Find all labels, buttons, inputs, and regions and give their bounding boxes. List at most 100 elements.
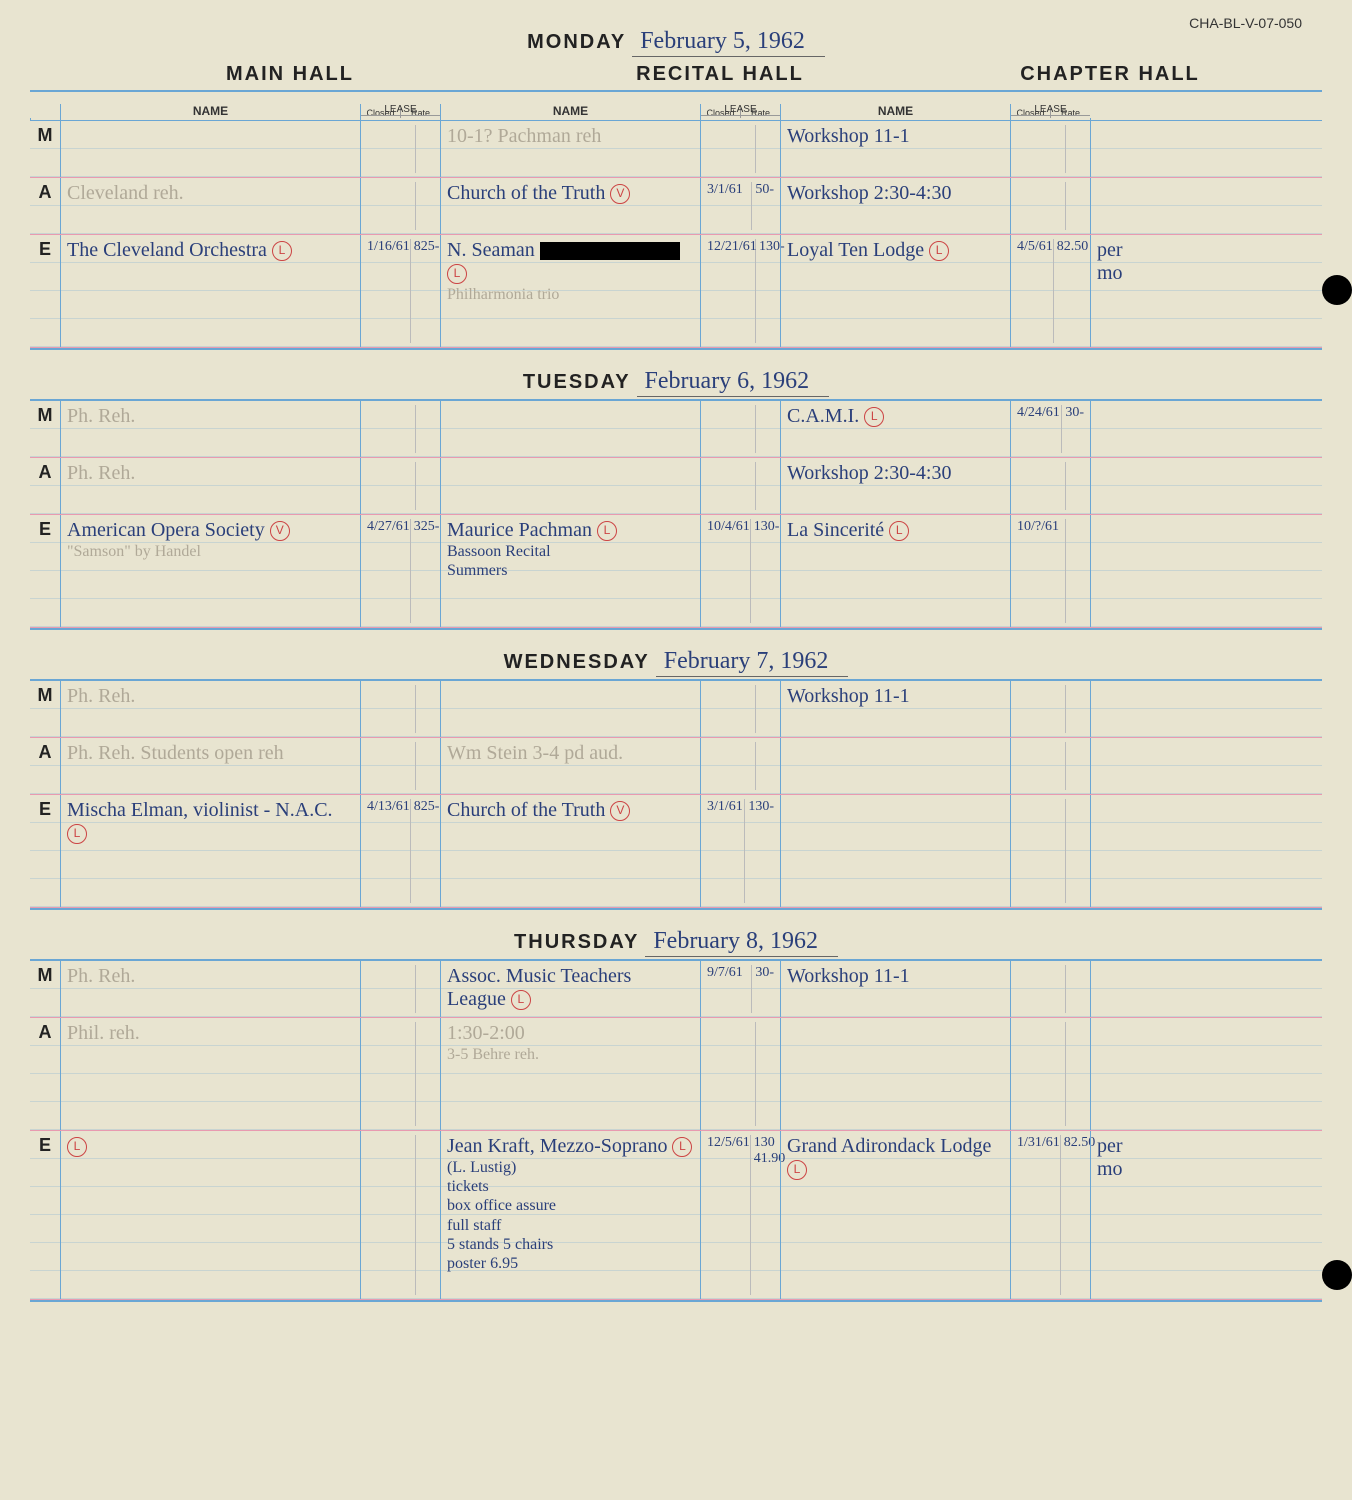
recital-lease: 10/4/61130- bbox=[700, 515, 780, 627]
day-label: THURSDAY bbox=[514, 931, 639, 953]
time-slot-label: E bbox=[30, 795, 60, 907]
mark-icon: L bbox=[511, 990, 531, 1010]
ledger-row: APhil. reh.1:30-2:003-5 Behre reh. bbox=[30, 1018, 1322, 1131]
main-hall-entry: Mischa Elman, violinist - N.A.C. L bbox=[60, 795, 360, 907]
main-lease: 4/13/61825- bbox=[360, 795, 440, 907]
days-container: MONDAYFebruary 5, 1962MAIN HALLRECITAL H… bbox=[30, 20, 1322, 1302]
main-hall-entry: Ph. Reh. bbox=[60, 401, 360, 457]
ledger-page: CHA-BL-V-07-050 MONDAYFebruary 5, 1962MA… bbox=[0, 0, 1352, 1500]
mark-icon: L bbox=[272, 241, 292, 261]
redacted-block bbox=[540, 242, 680, 260]
main-hall-entry bbox=[60, 121, 360, 177]
day-date: February 5, 1962 bbox=[632, 28, 825, 57]
mark-icon: L bbox=[929, 241, 949, 261]
recital-hall-entry: Jean Kraft, Mezzo-Soprano L(L. Lustig)ti… bbox=[440, 1131, 700, 1299]
hall-header-chapter: CHAPTER HALL bbox=[930, 63, 1290, 86]
main-lease bbox=[360, 121, 440, 177]
main-hall-entry: Phil. reh. bbox=[60, 1018, 360, 1130]
tail-note bbox=[1090, 178, 1150, 234]
recital-hall-entry: 10-1? Pachman reh bbox=[440, 121, 700, 177]
recital-lease bbox=[700, 121, 780, 177]
chapter-hall-entry: C.A.M.I. L bbox=[780, 401, 1010, 457]
chapter-lease bbox=[1010, 458, 1090, 514]
main-hall-entry: American Opera Society V"Samson" by Hand… bbox=[60, 515, 360, 627]
main-hall-entry: Ph. Reh. bbox=[60, 681, 360, 737]
ledger-row: EMischa Elman, violinist - N.A.C. L4/13/… bbox=[30, 795, 1322, 908]
recital-lease bbox=[700, 738, 780, 794]
recital-lease bbox=[700, 458, 780, 514]
chapter-hall-entry: La Sincerité L bbox=[780, 515, 1010, 627]
recital-lease: 12/5/6113041.90 bbox=[700, 1131, 780, 1299]
time-slot-label: M bbox=[30, 401, 60, 457]
recital-hall-entry: N. Seaman LPhilharmonia trio bbox=[440, 235, 700, 347]
time-slot-label: A bbox=[30, 458, 60, 514]
mark-icon: V bbox=[610, 184, 630, 204]
day-block: MONDAYFebruary 5, 1962MAIN HALLRECITAL H… bbox=[30, 20, 1322, 350]
day-date: February 8, 1962 bbox=[645, 928, 838, 957]
main-lease bbox=[360, 961, 440, 1017]
ledger-row: EAmerican Opera Society V"Samson" by Han… bbox=[30, 515, 1322, 628]
tail-note bbox=[1090, 961, 1150, 1017]
chapter-hall-entry: Workshop 2:30-4:30 bbox=[780, 178, 1010, 234]
recital-hall-entry bbox=[440, 458, 700, 514]
col-lease: ClosedRate bbox=[1010, 104, 1090, 120]
chapter-hall-entry: Workshop 11-1 bbox=[780, 681, 1010, 737]
chapter-lease bbox=[1010, 681, 1090, 737]
recital-lease: 12/21/61130- bbox=[700, 235, 780, 347]
ledger-row: MPh. Reh.Workshop 11-1 bbox=[30, 681, 1322, 738]
tail-note bbox=[1090, 681, 1150, 737]
chapter-hall-entry bbox=[780, 795, 1010, 907]
mark-icon: L bbox=[597, 521, 617, 541]
time-slot-label: A bbox=[30, 178, 60, 234]
ledger-row: EThe Cleveland Orchestra L1/16/61825-N. … bbox=[30, 235, 1322, 348]
mark-icon: L bbox=[447, 264, 467, 284]
main-hall-entry: Ph. Reh. bbox=[60, 458, 360, 514]
col-lease: ClosedRate bbox=[360, 104, 440, 120]
day-label: TUESDAY bbox=[523, 371, 631, 393]
chapter-lease: 4/24/6130- bbox=[1010, 401, 1090, 457]
hall-header-recital: RECITAL HALL bbox=[530, 63, 910, 86]
ledger-row: MPh. Reh. C.A.M.I. L4/24/6130- bbox=[30, 401, 1322, 458]
recital-hall-entry: Maurice Pachman LBassoon RecitalSummers bbox=[440, 515, 700, 627]
chapter-hall-entry: Workshop 11-1 bbox=[780, 961, 1010, 1017]
tail-note: per mo bbox=[1090, 235, 1150, 347]
tail-note bbox=[1090, 795, 1150, 907]
ledger-row: MPh. Reh.Assoc. Music Teachers League L9… bbox=[30, 961, 1322, 1018]
chapter-hall-entry: Loyal Ten Lodge L bbox=[780, 235, 1010, 347]
recital-hall-entry bbox=[440, 681, 700, 737]
recital-hall-entry: Church of the Truth V bbox=[440, 178, 700, 234]
chapter-lease bbox=[1010, 961, 1090, 1017]
ledger-row: APh. Reh. Students open rehWm Stein 3-4 … bbox=[30, 738, 1322, 795]
ledger-row: APh. Reh. Workshop 2:30-4:30 bbox=[30, 458, 1322, 515]
tail-note bbox=[1090, 515, 1150, 627]
chapter-lease: 10/?/61 bbox=[1010, 515, 1090, 627]
chapter-hall-entry: Workshop 11-1 bbox=[780, 121, 1010, 177]
recital-lease: 3/1/6150- bbox=[700, 178, 780, 234]
chapter-hall-entry: Grand Adirondack Lodge L bbox=[780, 1131, 1010, 1299]
punch-hole-icon bbox=[1322, 275, 1352, 305]
chapter-lease bbox=[1010, 121, 1090, 177]
mark-icon: L bbox=[787, 1160, 807, 1180]
day-header: THURSDAY February 8, 1962 bbox=[30, 920, 1322, 959]
time-slot-label: A bbox=[30, 738, 60, 794]
col-lease: ClosedRate bbox=[700, 104, 780, 120]
punch-hole-icon bbox=[1322, 1260, 1352, 1290]
time-slot-label: M bbox=[30, 961, 60, 1017]
day-label: MONDAY bbox=[527, 31, 626, 53]
main-lease bbox=[360, 178, 440, 234]
main-lease bbox=[360, 458, 440, 514]
day-header: MONDAY February 5, 1962 bbox=[30, 20, 1322, 59]
main-lease: 4/27/61325- bbox=[360, 515, 440, 627]
mark-icon: L bbox=[889, 521, 909, 541]
day-label: WEDNESDAY bbox=[504, 651, 650, 673]
chapter-hall-entry: Workshop 2:30-4:30 bbox=[780, 458, 1010, 514]
tail-note bbox=[1090, 738, 1150, 794]
day-header: TUESDAYFebruary 6, 1962 bbox=[30, 360, 1322, 399]
recital-lease bbox=[700, 1018, 780, 1130]
chapter-lease bbox=[1010, 178, 1090, 234]
main-hall-entry: Cleveland reh. bbox=[60, 178, 360, 234]
col-name: NAME bbox=[440, 104, 700, 120]
recital-hall-entry: Wm Stein 3-4 pd aud. bbox=[440, 738, 700, 794]
col-name: NAME bbox=[780, 104, 1010, 120]
ledger-table: NAMEClosedRateNAMEClosedRateNAMEClosedRa… bbox=[30, 90, 1322, 350]
